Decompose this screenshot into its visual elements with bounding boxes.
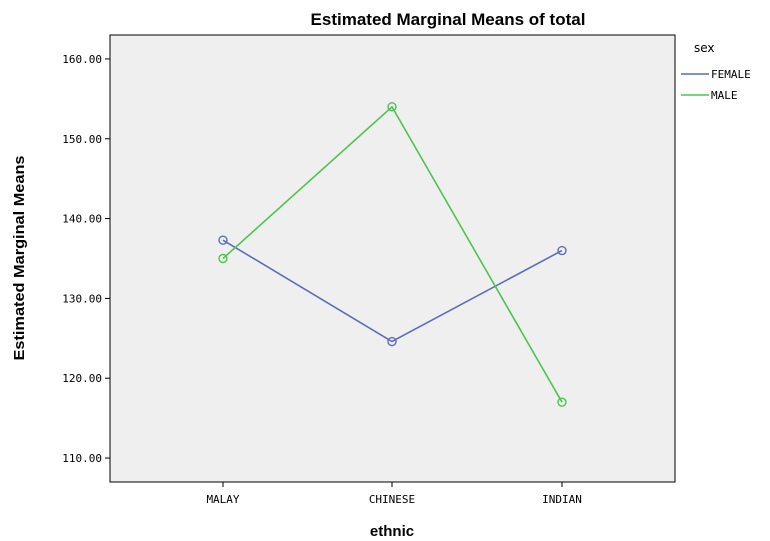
legend-label-male: MALE <box>711 89 738 102</box>
x-axis-title: ethnic <box>370 523 414 540</box>
x-axis: MALAY CHINESE INDIAN <box>206 482 582 506</box>
series-line-female <box>222 239 563 343</box>
legend: sex FEMALE MALE <box>681 41 751 102</box>
chart-title: Estimated Marginal Means of total <box>311 10 586 29</box>
legend-title: sex <box>694 41 715 55</box>
data-point-female <box>218 235 228 245</box>
x-tick-label: INDIAN <box>542 493 582 506</box>
y-tick-label: 150.00 <box>62 133 102 146</box>
legend-label-female: FEMALE <box>711 68 751 81</box>
data-point-male <box>557 397 567 407</box>
y-tick-label: 140.00 <box>62 213 102 226</box>
data-point-male <box>387 102 397 112</box>
plot-area <box>109 34 676 483</box>
y-axis: 110.00 120.00 130.00 140.00 150.00 160.00 <box>62 53 110 465</box>
data-point-female <box>387 336 397 347</box>
y-tick-label: 130.00 <box>62 292 102 305</box>
x-tick-label: MALAY <box>206 493 239 506</box>
y-tick-label: 160.00 <box>62 53 102 66</box>
x-tick-label: CHINESE <box>369 493 415 506</box>
data-point-male <box>218 253 228 264</box>
series-line-male <box>222 105 563 403</box>
y-tick-label: 120.00 <box>62 372 102 385</box>
y-axis-title: Estimated Marginal Means <box>11 156 28 361</box>
y-tick-label: 110.00 <box>62 452 102 465</box>
data-point-female <box>557 245 567 256</box>
series-layer <box>218 102 567 407</box>
